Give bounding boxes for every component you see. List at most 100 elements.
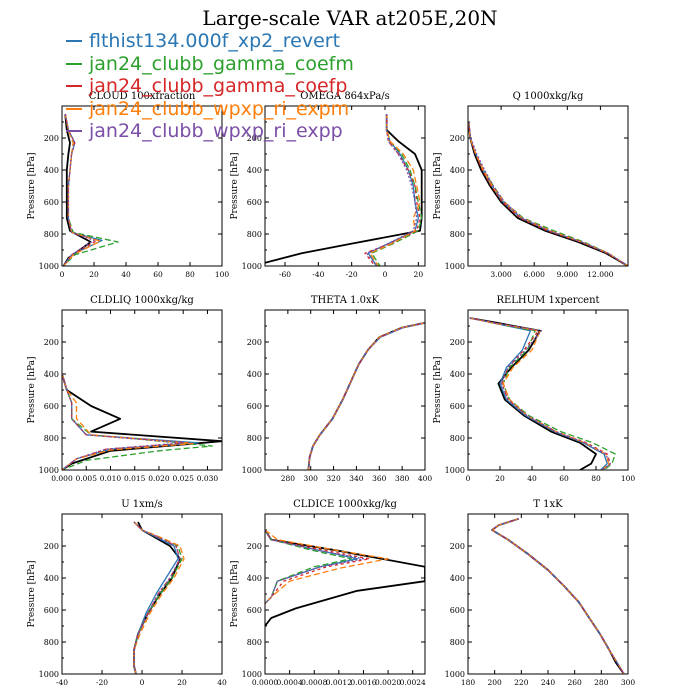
series-line bbox=[265, 114, 423, 264]
y-tick-label: 1000 bbox=[445, 466, 465, 475]
x-tick-label: 240 bbox=[541, 678, 556, 687]
y-tick-label: 1000 bbox=[39, 670, 59, 679]
series-line bbox=[62, 373, 194, 470]
series-line bbox=[133, 521, 181, 674]
y-tick-label: 400 bbox=[247, 574, 262, 583]
x-tick-label: 180 bbox=[461, 678, 476, 687]
subplot-title: CLDLIQ 1000xkg/kg bbox=[90, 295, 194, 306]
legend-label: flthist134.000f_xp2_revert bbox=[89, 30, 341, 53]
x-tick-label: -40 bbox=[56, 678, 68, 687]
y-tick-label: 400 bbox=[44, 166, 59, 175]
series-line bbox=[468, 121, 628, 266]
series-line bbox=[307, 322, 425, 470]
legend-swatch bbox=[66, 62, 82, 65]
series-line bbox=[307, 322, 425, 470]
series-line bbox=[62, 373, 199, 470]
x-tick-label: 40 bbox=[121, 270, 131, 279]
y-tick-label: 1000 bbox=[242, 262, 262, 271]
x-tick-label: 0.0020 bbox=[375, 678, 401, 687]
y-tick-label: 1000 bbox=[445, 262, 465, 271]
y-tick-label: 800 bbox=[450, 434, 465, 443]
x-tick-label: 0.025 bbox=[172, 474, 194, 483]
y-tick-label: 600 bbox=[44, 402, 59, 411]
figure-title: Large-scale VAR at205E,20N bbox=[202, 6, 498, 30]
legend-item: jan24_clubb_gamma_coefm bbox=[66, 53, 354, 76]
legend-label: jan24_clubb_wpxp_ri_expp bbox=[89, 120, 343, 143]
series-line bbox=[63, 113, 102, 266]
x-tick-label: 320 bbox=[326, 474, 341, 483]
legend-swatch bbox=[66, 107, 82, 110]
x-tick-label: 280 bbox=[281, 474, 296, 483]
x-tick-label: 20 bbox=[89, 270, 99, 279]
subplot-title: T 1xK bbox=[533, 499, 563, 510]
y-tick-label: 600 bbox=[44, 606, 59, 615]
series-line bbox=[63, 113, 95, 266]
x-tick-label: -40 bbox=[312, 270, 324, 279]
legend-item: jan24_clubb_wpxp_ri_expm bbox=[66, 98, 354, 121]
x-tick-label: 0 bbox=[60, 270, 65, 279]
x-tick-label: 6.000 bbox=[523, 270, 545, 279]
series-line bbox=[307, 322, 425, 470]
y-tick-label: 600 bbox=[247, 402, 262, 411]
y-tick-label: 1000 bbox=[39, 262, 59, 271]
y-tick-label: 200 bbox=[247, 338, 262, 347]
y-tick-label: 1000 bbox=[445, 670, 465, 679]
series-line bbox=[366, 114, 418, 266]
x-tick-label: 0 bbox=[140, 678, 145, 687]
x-tick-label: 3.000 bbox=[490, 270, 512, 279]
x-tick-label: 200 bbox=[488, 678, 503, 687]
series-line bbox=[468, 121, 628, 266]
subplot: Q 1000xkg/kg Pressure [hPa] 200 400 600 800 10… bbox=[433, 91, 629, 279]
legend-label: jan24_clubb_wpxp_ri_expm bbox=[89, 97, 350, 120]
x-tick-label: 0.010 bbox=[100, 474, 122, 483]
x-tick-label: 60 bbox=[559, 474, 569, 483]
x-tick-label: 0.0016 bbox=[350, 678, 376, 687]
series-line bbox=[469, 317, 610, 470]
plot-frame bbox=[264, 105, 426, 267]
plot-frame bbox=[61, 309, 223, 471]
y-tick-label: 200 bbox=[44, 134, 59, 143]
x-tick-label: 40 bbox=[527, 474, 537, 483]
x-tick-label: 0.030 bbox=[197, 474, 219, 483]
y-tick-label: 400 bbox=[247, 166, 262, 175]
x-tick-label: 220 bbox=[514, 678, 529, 687]
y-tick-label: 200 bbox=[450, 542, 465, 551]
y-axis-label: Pressure [hPa] bbox=[230, 560, 240, 627]
x-tick-label: 20 bbox=[495, 474, 505, 483]
legend-swatch bbox=[66, 40, 82, 43]
series-line bbox=[491, 518, 625, 674]
legend-label: jan24_clubb_gamma_coefp bbox=[89, 75, 348, 98]
y-tick-label: 200 bbox=[44, 542, 59, 551]
legend: flthist134.000f_xp2_revert jan24_clubb_g… bbox=[66, 30, 354, 143]
y-tick-label: 800 bbox=[450, 638, 465, 647]
y-axis-label: Pressure [hPa] bbox=[230, 152, 240, 219]
x-tick-label: 0.015 bbox=[124, 474, 146, 483]
y-tick-label: 400 bbox=[44, 370, 59, 379]
series-line bbox=[371, 114, 423, 266]
subplot: THETA 1.0xK 200 400 600 800 1000 280 300 320 340 3… bbox=[242, 295, 433, 483]
series-line bbox=[307, 322, 425, 470]
x-tick-label: 360 bbox=[372, 474, 387, 483]
subplot-title: THETA 1.0xK bbox=[311, 295, 380, 306]
x-tick-label: 80 bbox=[591, 474, 601, 483]
x-tick-label: -20 bbox=[346, 270, 358, 279]
series-line bbox=[62, 373, 222, 470]
y-tick-label: 800 bbox=[450, 230, 465, 239]
series-line bbox=[469, 317, 597, 470]
series-line bbox=[307, 321, 425, 470]
plot-frame bbox=[264, 513, 426, 675]
y-tick-label: 800 bbox=[247, 230, 262, 239]
series-line bbox=[62, 373, 184, 470]
series-line bbox=[369, 114, 421, 266]
y-tick-label: 400 bbox=[450, 574, 465, 583]
x-tick-label: 100 bbox=[621, 474, 636, 483]
series-line bbox=[265, 529, 389, 605]
series-line bbox=[307, 322, 425, 470]
x-tick-label: 0.0024 bbox=[400, 678, 426, 687]
x-tick-label: 380 bbox=[395, 474, 410, 483]
y-tick-label: 800 bbox=[44, 230, 59, 239]
